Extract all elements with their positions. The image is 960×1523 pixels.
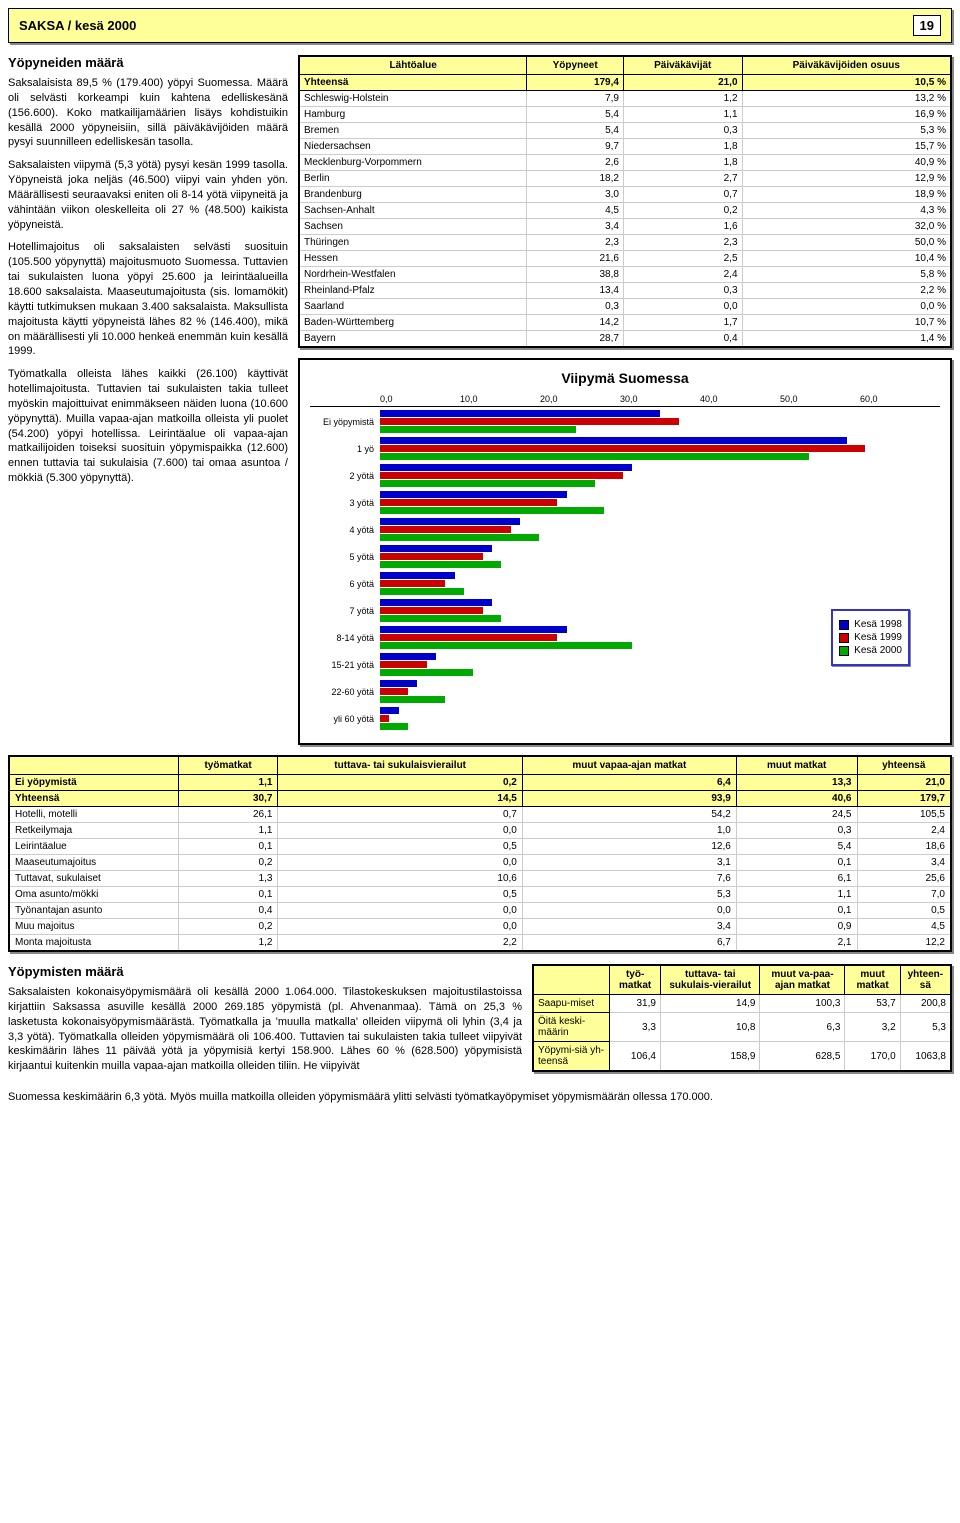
paragraph-1: Saksalaisista 89,5 % (179.400) yöpyi Suo… [8, 76, 288, 150]
bar-group: 6 yötä [310, 571, 940, 596]
table-header: yhteensä [857, 756, 951, 775]
page-header: SAKSA / kesä 2000 19 [8, 8, 952, 43]
bottom-text: Yöpymisten määrä Saksalaisten kokonaisyö… [8, 964, 522, 1082]
table-row: Työnantajan asunto0,40,00,00,10,5 [9, 903, 951, 919]
table-header: työmatkat [178, 756, 278, 775]
chart-bars: Kesä 1998Kesä 1999Kesä 2000 Ei yöpymistä… [310, 409, 940, 731]
bar-group: 2 yötä [310, 463, 940, 488]
table-row: Leirintäalue0,10,512,65,418,6 [9, 839, 951, 855]
stay-chart: Viipymä Suomessa 0,010,020,030,040,050,0… [298, 358, 952, 745]
table-header: Lähtöalue [299, 56, 527, 75]
bar-group: 5 yötä [310, 544, 940, 569]
page-number: 19 [913, 15, 941, 36]
table-header: tuttava- tai sukulais-vierailut [660, 965, 760, 995]
table-row: Tuttavat, sukulaiset1,310,67,66,125,6 [9, 871, 951, 887]
table-row: Oma asunto/mökki0,10,55,31,17,0 [9, 887, 951, 903]
header-title: SAKSA / kesä 2000 [19, 18, 136, 33]
table-row: Ei yöpymistä1,10,26,413,321,0 [9, 775, 951, 791]
section-title-1: Yöpyneiden määrä [8, 55, 288, 70]
bar-group: 3 yötä [310, 490, 940, 515]
table-header: muut vapaa-ajan matkat [522, 756, 736, 775]
table-header [533, 965, 610, 995]
table-row: Retkeilymaja1,10,01,00,32,4 [9, 823, 951, 839]
right-column: LähtöalueYöpyneetPäiväkävijätPäiväkävijö… [298, 55, 952, 745]
bar-group: 22-60 yötä [310, 679, 940, 704]
table-row: Nordrhein-Westfalen38,82,45,8 % [299, 267, 951, 283]
table-header: Päiväkävijät [623, 56, 742, 75]
table-row: Baden-Württemberg14,21,710,7 % [299, 315, 951, 331]
table-row: Bayern28,70,41,4 % [299, 331, 951, 348]
bar-group: 8-14 yötä [310, 625, 940, 650]
table-row: Bremen5,40,35,3 % [299, 123, 951, 139]
table-row: Saapu-miset31,914,9100,353,7200,8 [533, 995, 951, 1013]
footer-text: Suomessa keskimäärin 6,3 yötä. Myös muil… [8, 1090, 952, 1105]
table-row: Schleswig-Holstein7,91,213,2 % [299, 91, 951, 107]
table-row: Saarland0,30,00,0 % [299, 299, 951, 315]
table-row: Hamburg5,41,116,9 % [299, 107, 951, 123]
table-row: Öitä keski-määrin3,310,86,33,25,3 [533, 1013, 951, 1042]
section-title-2: Yöpymisten määrä [8, 964, 522, 979]
table-row: Yhteensä179,421,010,5 % [299, 75, 951, 91]
table-row: Thüringen2,32,350,0 % [299, 235, 951, 251]
table-row: Mecklenburg-Vorpommern2,61,840,9 % [299, 155, 951, 171]
paragraph-2: Saksalaisten viipymä (5,3 yötä) pysyi ke… [8, 158, 288, 232]
table-header: työ-matkat [610, 965, 661, 995]
table-header [9, 756, 178, 775]
table-row: Hotelli, motelli26,10,754,224,5105,5 [9, 807, 951, 823]
table-row: Maaseutumajoitus0,20,03,10,13,4 [9, 855, 951, 871]
table-header: Yöpyneet [527, 56, 624, 75]
table-row: Hessen21,62,510,4 % [299, 251, 951, 267]
table-header: muut matkat [736, 756, 857, 775]
bar-group: 15-21 yötä [310, 652, 940, 677]
table-header: muut matkat [845, 965, 900, 995]
regions-table: LähtöalueYöpyneetPäiväkävijätPäiväkävijö… [298, 55, 952, 348]
bar-group: 7 yötä [310, 598, 940, 623]
bar-group: 4 yötä [310, 517, 940, 542]
table-row: Yhteensä30,714,593,940,6179,7 [9, 791, 951, 807]
table-header: muut va-paa-ajan matkat [760, 965, 845, 995]
chart-title: Viipymä Suomessa [310, 370, 940, 386]
bar-group: yli 60 yötä [310, 706, 940, 731]
table-header: tuttava- tai sukulaisvierailut [278, 756, 522, 775]
table-row: Sachsen-Anhalt4,50,24,3 % [299, 203, 951, 219]
bar-group: Ei yöpymistä [310, 409, 940, 434]
table-row: Rheinland-Pfalz13,40,32,2 % [299, 283, 951, 299]
accommodation-table: työmatkattuttava- tai sukulaisvierailutm… [8, 755, 952, 952]
table-row: Muu majoitus0,20,03,40,94,5 [9, 919, 951, 935]
bottom-paragraph: Saksalaisten kokonaisyöpymismäärä oli ke… [8, 985, 522, 1074]
bar-group: 1 yö [310, 436, 940, 461]
table-row: Niedersachsen9,71,815,7 % [299, 139, 951, 155]
chart-x-axis: 0,010,020,030,040,050,060,0 [310, 394, 940, 407]
table-row: Monta majoitusta1,22,26,72,112,2 [9, 935, 951, 952]
paragraph-3: Hotellimajoitus oli saksalaisten selväst… [8, 240, 288, 359]
table-header: Päiväkävijöiden osuus [742, 56, 951, 75]
table-header: yhteen-sä [900, 965, 951, 995]
table-row: Brandenburg3,00,718,9 % [299, 187, 951, 203]
table-row: Yöpymi-siä yh-teensä106,4158,9628,5170,0… [533, 1042, 951, 1072]
left-column: Yöpyneiden määrä Saksalaisista 89,5 % (1… [8, 55, 288, 745]
table-row: Berlin18,22,712,9 % [299, 171, 951, 187]
summary-table: työ-matkattuttava- tai sukulais-vierailu… [532, 964, 952, 1072]
table-row: Sachsen3,41,632,0 % [299, 219, 951, 235]
paragraph-4: Työmatkalla olleista lähes kaikki (26.10… [8, 367, 288, 486]
